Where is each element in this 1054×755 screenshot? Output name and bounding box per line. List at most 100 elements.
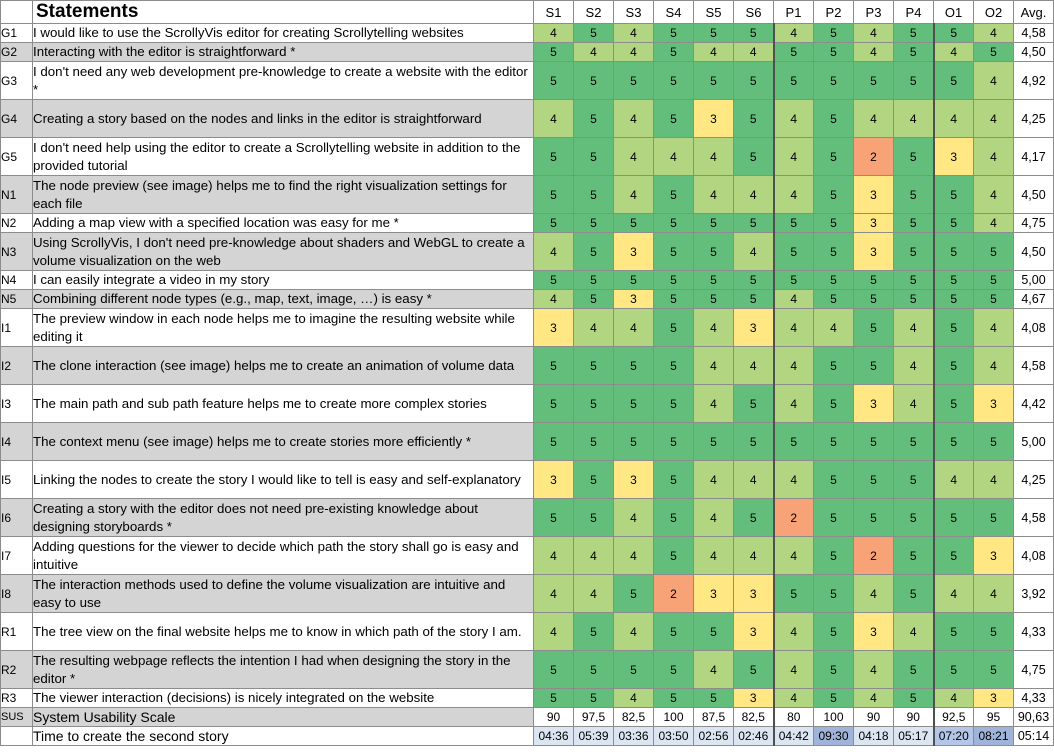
time-id: [0, 726, 33, 746]
score-cell: 5: [733, 384, 775, 423]
score-cell: 5: [733, 270, 775, 290]
score-cell: 5: [813, 42, 854, 62]
score-cell: 5: [973, 612, 1014, 651]
average-cell: 4,58: [1013, 346, 1054, 385]
score-cell: 2: [773, 498, 814, 537]
header-corner: [0, 0, 33, 24]
score-cell: 5: [893, 270, 935, 290]
statement-row: N2 Adding a map view with a specified loc…: [0, 213, 1054, 233]
score-cell: 5: [573, 422, 614, 461]
score-cell: 5: [973, 232, 1014, 271]
statement-row: I2 The clone interaction (see image) help…: [0, 346, 1054, 385]
score-cell: 5: [853, 270, 894, 290]
score-cell: 5: [813, 498, 854, 537]
score-cell: 5: [893, 536, 935, 575]
score-cell: 5: [573, 688, 614, 708]
score-cell: 5: [933, 308, 974, 347]
statement-text: I can easily integrate a video in my sto…: [32, 270, 534, 290]
column-header-s5: S5: [693, 0, 734, 24]
score-cell: 5: [653, 213, 694, 233]
score-cell: 4: [613, 308, 654, 347]
score-cell: 5: [893, 460, 935, 499]
time-cell: 04:36: [533, 726, 574, 746]
score-cell: 4: [973, 213, 1014, 233]
score-cell: 4: [853, 99, 894, 138]
average-cell: 4,67: [1013, 289, 1054, 309]
sus-score-cell: 82,5: [613, 707, 654, 727]
score-cell: 5: [773, 422, 814, 461]
score-cell: 3: [733, 574, 775, 613]
score-cell: 4: [773, 289, 814, 309]
score-cell: 5: [653, 42, 694, 62]
score-cell: 5: [933, 175, 974, 214]
score-cell: 5: [613, 422, 654, 461]
statement-row: R3 The viewer interaction (decisions) is …: [0, 688, 1054, 708]
statement-row: I3 The main path and sub path feature hel…: [0, 384, 1054, 423]
score-cell: 5: [573, 612, 614, 651]
statement-row: G4 Creating a story based on the nodes an…: [0, 99, 1054, 138]
score-cell: 4: [933, 460, 974, 499]
score-cell: 3: [733, 308, 775, 347]
score-cell: 5: [733, 650, 775, 689]
score-cell: 5: [613, 650, 654, 689]
statement-text: I would like to use the ScrollyVis edito…: [32, 23, 534, 43]
score-cell: 5: [973, 422, 1014, 461]
score-cell: 5: [933, 270, 974, 290]
average-cell: 4,17: [1013, 137, 1054, 176]
score-cell: 5: [813, 460, 854, 499]
score-cell: 4: [693, 175, 734, 214]
score-cell: 5: [573, 23, 614, 43]
score-cell: 5: [813, 99, 854, 138]
score-cell: 5: [613, 61, 654, 100]
score-cell: 3: [693, 99, 734, 138]
statement-id: G1: [0, 23, 33, 43]
time-row: Time to create the second story 04:36 05:3…: [0, 726, 1054, 746]
statement-id: R1: [0, 612, 33, 651]
score-cell: 5: [813, 289, 854, 309]
score-cell: 5: [933, 384, 974, 423]
score-cell: 5: [853, 289, 894, 309]
score-cell: 4: [533, 232, 574, 271]
score-cell: 5: [653, 460, 694, 499]
score-cell: 2: [853, 137, 894, 176]
statement-row: I6 Creating a story with the editor does …: [0, 498, 1054, 537]
sus-row: SUS System Usability Scale 90 97,5 82,5 100 87…: [0, 707, 1054, 727]
average-cell: 4,75: [1013, 650, 1054, 689]
score-cell: 4: [853, 574, 894, 613]
statement-id: I2: [0, 346, 33, 385]
score-cell: 4: [733, 232, 775, 271]
score-cell: 4: [853, 688, 894, 708]
sus-score-cell: 92,5: [933, 707, 974, 727]
average-cell: 4,58: [1013, 498, 1054, 537]
score-cell: 4: [573, 574, 614, 613]
statement-row: N1 The node preview (see image) helps me …: [0, 175, 1054, 214]
score-cell: 4: [853, 23, 894, 43]
score-cell: 4: [693, 536, 734, 575]
sus-score-cell: 87,5: [693, 707, 734, 727]
score-cell: 4: [733, 175, 775, 214]
score-cell: 4: [813, 308, 854, 347]
score-cell: 4: [933, 574, 974, 613]
average-cell: 4,42: [1013, 384, 1054, 423]
score-cell: 2: [853, 536, 894, 575]
score-cell: 5: [653, 232, 694, 271]
score-cell: 5: [893, 422, 935, 461]
score-cell: 5: [893, 232, 935, 271]
sus-score-cell: 97,5: [573, 707, 614, 727]
statement-id: I4: [0, 422, 33, 461]
score-cell: 3: [733, 688, 775, 708]
time-cell: 05:17: [893, 726, 935, 746]
score-cell: 5: [733, 137, 775, 176]
score-cell: 5: [973, 42, 1014, 62]
score-cell: 5: [773, 213, 814, 233]
score-cell: 4: [613, 612, 654, 651]
score-cell: 5: [813, 346, 854, 385]
score-cell: 3: [973, 688, 1014, 708]
sus-score-cell: 80: [773, 707, 814, 727]
score-cell: 5: [733, 498, 775, 537]
score-cell: 3: [973, 536, 1014, 575]
score-cell: 5: [693, 23, 734, 43]
score-cell: 4: [973, 346, 1014, 385]
score-cell: 5: [693, 422, 734, 461]
score-cell: 4: [773, 650, 814, 689]
